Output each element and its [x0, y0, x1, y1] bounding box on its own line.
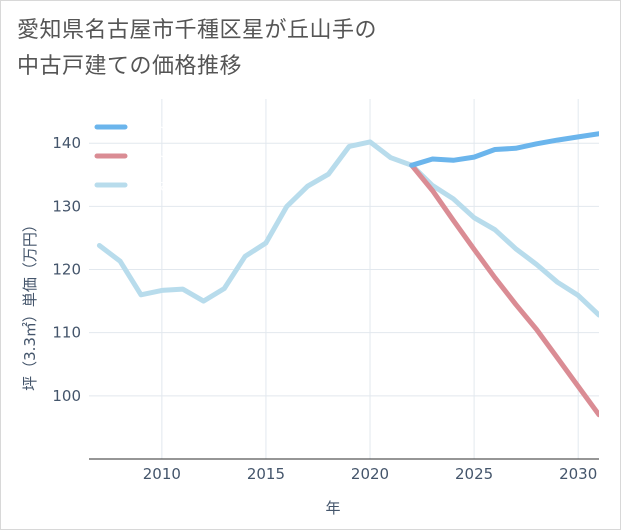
chart-title: 愛知県名古屋市千種区星が丘山手の 中古戸建ての価格推移 [17, 13, 537, 85]
legend-label: グッドシナリオ [131, 121, 215, 135]
x-tick-label: 2025 [455, 465, 493, 483]
chart-title-line2: 中古戸建ての価格推移 [17, 54, 243, 79]
series-line-1 [409, 162, 599, 418]
y-tick-label: 110 [52, 324, 81, 342]
x-tick-label: 2020 [351, 465, 389, 483]
y-tick-label: 100 [52, 387, 81, 405]
x-tick-label: 2010 [143, 465, 181, 483]
y-tick-labels: 100 110 120 130 140 [52, 134, 81, 405]
grid-lines [89, 99, 599, 459]
x-axis-label: 年 [325, 499, 340, 517]
y-tick-label: 140 [52, 134, 81, 152]
legend-label: バッドシナリオ [131, 150, 215, 164]
x-tick-labels: 2010 2015 2020 2025 2030 [143, 465, 598, 483]
chart-title-line1: 愛知県名古屋市千種区星が丘山手の [17, 18, 378, 43]
x-tick-label: 2030 [559, 465, 597, 483]
y-tick-label: 130 [52, 197, 81, 215]
y-axis-label: 坪（3.3㎡）単価（万円） [21, 217, 39, 391]
series-lines [96, 131, 599, 418]
legend-label: ノーマルシナリオ [131, 179, 227, 193]
series-line-2 [96, 139, 599, 318]
y-tick-label: 120 [52, 261, 81, 279]
x-tick-label: 2015 [247, 465, 285, 483]
series-line-0 [409, 131, 599, 168]
